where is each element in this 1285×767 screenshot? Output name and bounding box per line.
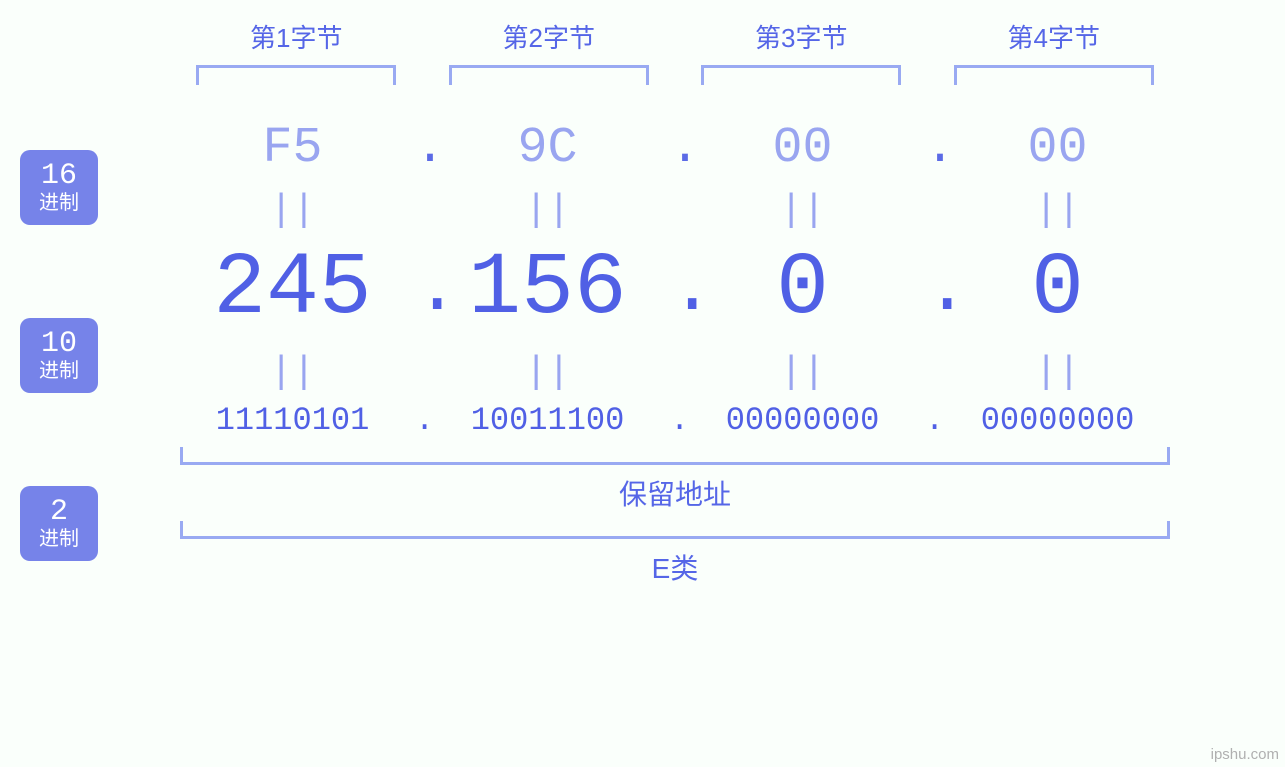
equals-symbol: || [935,189,1180,232]
bracket-bottom-icon [180,521,1170,539]
dec-value: 245 [213,240,371,339]
bracket-top-icon [196,65,396,85]
byte-header-3: 第3字节 [675,18,928,85]
watermark: ipshu.com [1211,746,1279,763]
equals-symbol: || [425,189,670,232]
hex-value: 00 [772,120,832,177]
row-badge-hex: 16 进制 [20,150,98,225]
byte-header-4: 第4字节 [928,18,1181,85]
hex-value: 00 [1027,120,1087,177]
reserved-address-label: 保留地址 [180,473,1170,513]
badge-text: 进制 [20,527,98,551]
badge-number: 10 [20,329,98,359]
byte-label: 第1字节 [170,18,423,55]
badge-text: 进制 [20,191,98,215]
byte-header-2: 第2字节 [423,18,676,85]
dec-value: 0 [1031,240,1084,339]
dec-value: 156 [468,240,626,339]
equals-symbol: || [680,189,925,232]
bin-value: 11110101 [216,402,370,439]
byte-label: 第2字节 [423,18,676,55]
bin-value: 10011100 [471,402,625,439]
hex-value: F5 [262,120,322,177]
bin-row: 11110101 . 10011100 . 00000000 . 0000000… [170,402,1180,439]
hex-value: 9C [517,120,577,177]
equals-row: || || || || [170,189,1180,232]
bracket-top-icon [701,65,901,85]
equals-symbol: || [170,351,415,394]
bracket-bottom-icon [180,447,1170,465]
class-label: E类 [180,547,1170,587]
diagram-container: 第1字节 第2字节 第3字节 第4字节 16 进制 10 进制 2 进制 F5 … [0,0,1285,767]
byte-header-1: 第1字节 [170,18,423,85]
badge-number: 16 [20,161,98,191]
dec-value: 0 [776,240,829,339]
equals-row: || || || || [170,351,1180,394]
equals-symbol: || [170,189,415,232]
row-badge-dec: 10 进制 [20,318,98,393]
hex-row: F5 . 9C . 00 . 00 [170,120,1180,177]
bin-value: 00000000 [981,402,1135,439]
bracket-top-icon [954,65,1154,85]
bin-value: 00000000 [726,402,880,439]
badge-number: 2 [20,497,98,527]
bracket-top-icon [449,65,649,85]
byte-label: 第4字节 [928,18,1181,55]
row-badge-bin: 2 进制 [20,486,98,561]
byte-label: 第3字节 [675,18,928,55]
byte-header-row: 第1字节 第2字节 第3字节 第4字节 [170,18,1180,85]
dec-row: 245 . 156 . 0 . 0 [170,240,1180,339]
equals-symbol: || [425,351,670,394]
badge-text: 进制 [20,359,98,383]
equals-symbol: || [935,351,1180,394]
equals-symbol: || [680,351,925,394]
